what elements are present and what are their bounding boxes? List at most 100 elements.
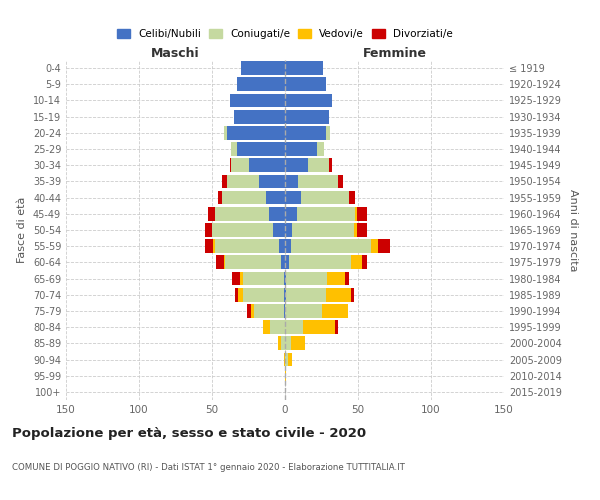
Bar [205,240,214,253]
Bar [274,223,285,237]
Bar [286,288,326,302]
Bar [285,369,286,382]
Bar [218,190,222,204]
Bar [335,320,338,334]
Bar [231,142,237,156]
Bar [281,336,285,350]
Bar [285,223,292,237]
Bar [326,288,350,302]
Bar [266,190,285,204]
Bar [234,110,285,124]
Bar [353,223,356,237]
Bar [298,174,338,188]
Bar [285,336,291,350]
Bar [317,142,325,156]
Bar [322,304,348,318]
Bar [231,158,248,172]
Bar [230,158,231,172]
Bar [240,272,242,285]
Bar [355,207,356,220]
Bar [235,288,238,302]
Bar [349,190,355,204]
Bar [285,256,289,270]
Bar [285,94,332,108]
Bar [285,190,301,204]
Bar [238,288,242,302]
Y-axis label: Anni di nascita: Anni di nascita [568,188,578,271]
Bar [285,272,286,285]
Bar [285,78,326,91]
Bar [292,223,353,237]
Bar [285,61,323,75]
Bar [269,207,285,220]
Bar [237,78,285,91]
Bar [350,288,353,302]
Bar [308,158,329,172]
Bar [214,240,215,253]
Bar [230,94,285,108]
Bar [345,272,349,285]
Bar [302,320,335,334]
Y-axis label: Fasce di età: Fasce di età [17,197,27,263]
Bar [285,158,308,172]
Bar [285,207,296,220]
Bar [356,207,367,220]
Bar [285,174,298,188]
Bar [285,142,317,156]
Bar [291,336,305,350]
Bar [259,174,285,188]
Bar [217,256,224,270]
Bar [285,126,326,140]
Bar [254,304,284,318]
Bar [362,256,367,270]
Text: Maschi: Maschi [151,47,200,60]
Bar [284,352,285,366]
Bar [224,126,227,140]
Bar [222,174,227,188]
Bar [278,336,281,350]
Bar [284,304,285,318]
Bar [227,174,259,188]
Bar [285,304,322,318]
Bar [329,158,332,172]
Bar [232,272,240,285]
Bar [291,240,371,253]
Bar [248,158,285,172]
Bar [279,240,285,253]
Bar [285,352,288,366]
Bar [285,320,302,334]
Bar [242,288,284,302]
Bar [224,256,225,270]
Bar [251,304,254,318]
Bar [301,190,349,204]
Bar [285,110,329,124]
Bar [284,288,285,302]
Bar [247,304,251,318]
Bar [289,256,350,270]
Bar [205,223,212,237]
Bar [286,272,328,285]
Bar [222,190,266,204]
Bar [371,240,379,253]
Bar [328,272,345,285]
Bar [208,207,215,220]
Bar [242,272,284,285]
Bar [379,240,390,253]
Bar [338,174,343,188]
Bar [296,207,355,220]
Bar [227,126,285,140]
Bar [281,256,285,270]
Text: COMUNE DI POGGIO NATIVO (RI) - Dati ISTAT 1° gennaio 2020 - Elaborazione TUTTITA: COMUNE DI POGGIO NATIVO (RI) - Dati ISTA… [12,462,405,471]
Bar [326,126,330,140]
Text: Popolazione per età, sesso e stato civile - 2020: Popolazione per età, sesso e stato civil… [12,428,366,440]
Bar [241,61,285,75]
Bar [263,320,271,334]
Bar [288,352,292,366]
Bar [215,240,279,253]
Bar [285,240,291,253]
Bar [237,142,285,156]
Text: Femmine: Femmine [362,47,427,60]
Bar [350,256,362,270]
Bar [225,256,281,270]
Bar [212,223,274,237]
